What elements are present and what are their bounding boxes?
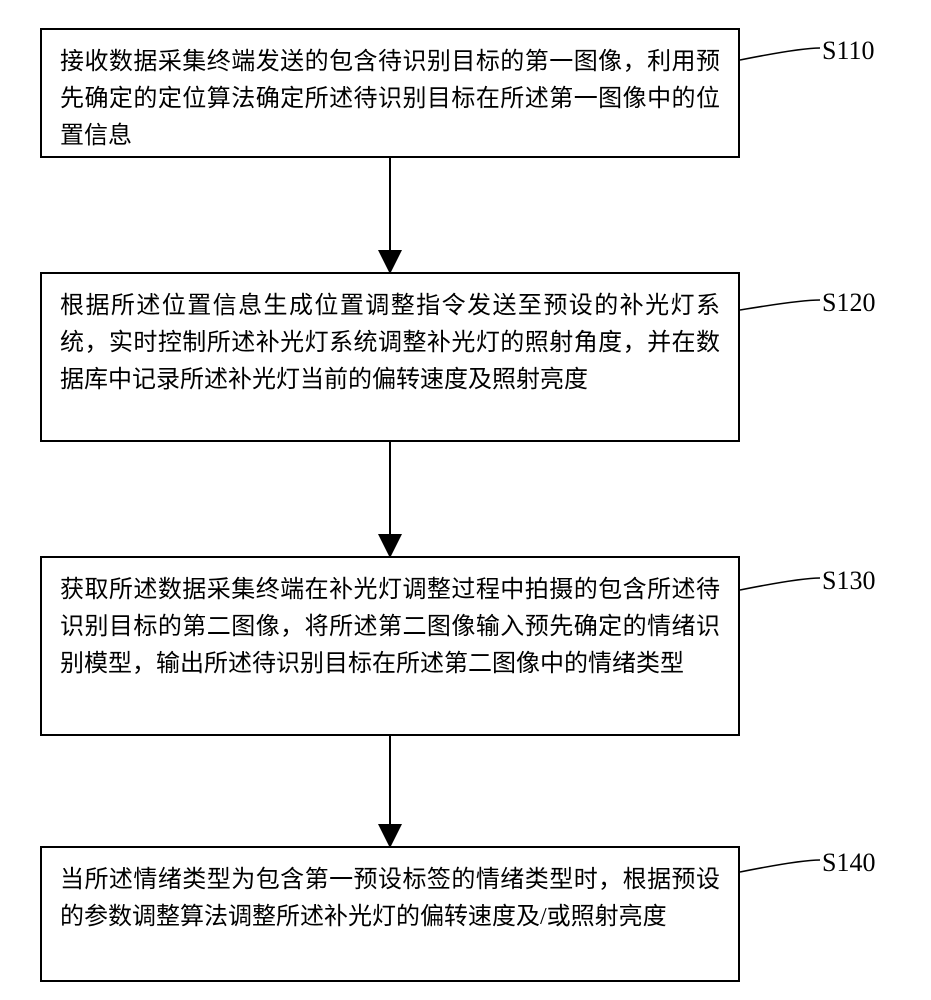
leader-s140 (740, 860, 820, 872)
step-box-s110: 接收数据采集终端发送的包含待识别目标的第一图像，利用预先确定的定位算法确定所述待… (40, 28, 740, 158)
step-box-s130: 获取所述数据采集终端在补光灯调整过程中拍摄的包含所述待识别目标的第二图像，将所述… (40, 556, 740, 736)
step-text: 根据所述位置信息生成位置调整指令发送至预设的补光灯系统，实时控制所述补光灯系统调… (60, 293, 720, 393)
leader-s110 (740, 48, 820, 60)
step-text: 当所述情绪类型为包含第一预设标签的情绪类型时，根据预设的参数调整算法调整所述补光… (60, 867, 720, 930)
step-label-s110: S110 (822, 36, 875, 66)
step-box-s120: 根据所述位置信息生成位置调整指令发送至预设的补光灯系统，实时控制所述补光灯系统调… (40, 272, 740, 442)
step-label-s120: S120 (822, 288, 875, 318)
step-label-s140: S140 (822, 848, 875, 878)
step-label-s130: S130 (822, 566, 875, 596)
leader-s130 (740, 578, 820, 590)
flowchart-canvas: 接收数据采集终端发送的包含待识别目标的第一图像，利用预先确定的定位算法确定所述待… (0, 0, 931, 1000)
step-box-s140: 当所述情绪类型为包含第一预设标签的情绪类型时，根据预设的参数调整算法调整所述补光… (40, 846, 740, 982)
step-text: 获取所述数据采集终端在补光灯调整过程中拍摄的包含所述待识别目标的第二图像，将所述… (60, 577, 720, 677)
leader-s120 (740, 300, 820, 310)
step-text: 接收数据采集终端发送的包含待识别目标的第一图像，利用预先确定的定位算法确定所述待… (60, 49, 720, 149)
